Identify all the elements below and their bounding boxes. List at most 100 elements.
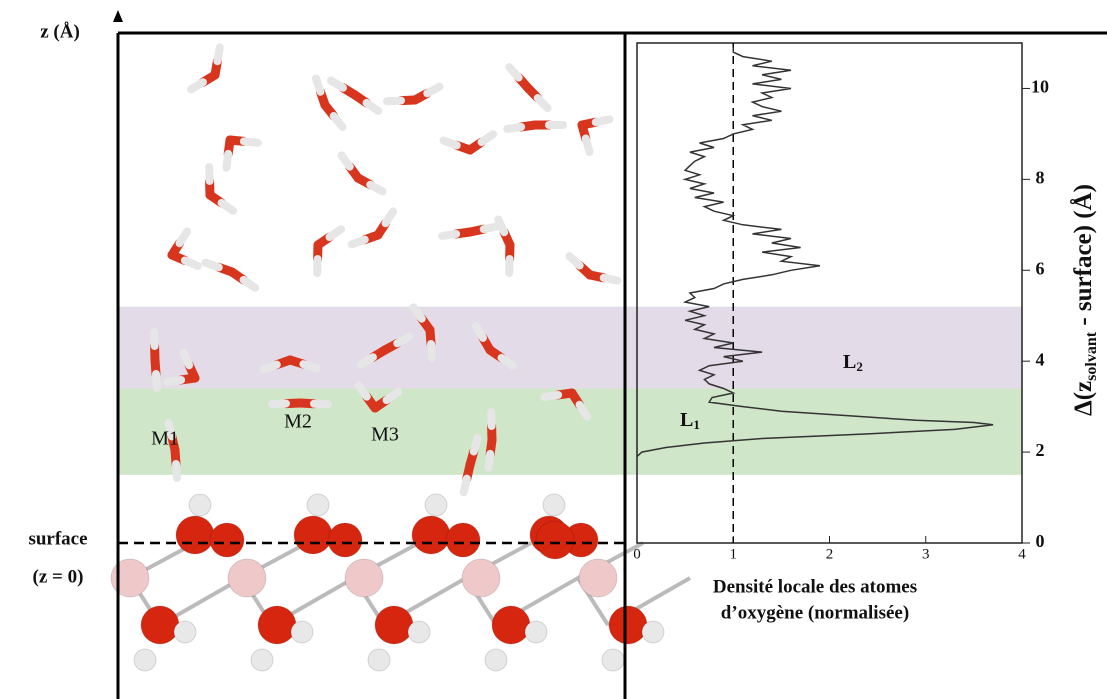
- water-molecule: [459, 434, 482, 497]
- band: [118, 388, 1022, 475]
- water-molecule: [327, 76, 383, 115]
- water-molecule: [337, 151, 387, 196]
- bond: [381, 207, 398, 228]
- water-molecule: [259, 355, 321, 374]
- y-tick-label: 6: [1036, 258, 1045, 278]
- bond: [575, 400, 592, 421]
- oxygen: [374, 605, 414, 645]
- y-axis-label-main: Δ(z: [1070, 381, 1097, 416]
- hydrogen: [173, 620, 197, 644]
- oxygen: [491, 605, 531, 645]
- hydrogen: [133, 648, 157, 672]
- oxygen: [327, 522, 363, 558]
- bands: [118, 306, 1022, 475]
- bond: [439, 136, 461, 150]
- bond: [409, 303, 426, 323]
- oxygen: [293, 515, 333, 555]
- oxygen: [535, 520, 575, 560]
- bond: [180, 256, 202, 270]
- bond: [591, 115, 614, 127]
- bond: [217, 198, 238, 215]
- x-tick-label: 4: [1018, 546, 1026, 562]
- bond: [151, 369, 161, 392]
- bond: [259, 360, 281, 374]
- bond: [311, 74, 325, 96]
- water-molecule: [167, 227, 202, 270]
- bond: [354, 381, 371, 401]
- band-label-sub: 2: [856, 359, 863, 374]
- bond: [163, 375, 186, 386]
- bond: [494, 215, 509, 237]
- water-molecule: [494, 215, 515, 277]
- y-axis-label-sub: solvant: [1083, 331, 1100, 381]
- bond: [164, 418, 176, 441]
- hydrogen: [424, 493, 448, 517]
- bond: [239, 137, 262, 147]
- bond: [171, 459, 181, 482]
- surface-label: (z = 0): [33, 566, 84, 587]
- aluminium: [110, 558, 150, 598]
- z-axis-label: z (Å): [40, 21, 80, 42]
- bond: [469, 434, 482, 456]
- bond: [599, 273, 622, 285]
- bond: [438, 229, 461, 240]
- bond: [497, 353, 518, 370]
- y-tick-label: 2: [1036, 440, 1045, 460]
- bond: [213, 43, 224, 66]
- x-axis-label: d’oxygène (normalisée): [721, 602, 909, 623]
- bond: [533, 94, 552, 113]
- bond: [459, 474, 471, 497]
- band: [118, 306, 1022, 389]
- bond: [471, 321, 487, 342]
- bond: [505, 63, 523, 82]
- molecule-label: M2: [284, 411, 312, 433]
- hydrogen: [484, 648, 508, 672]
- x-tick-label: 0: [633, 546, 641, 562]
- water-molecule: [438, 222, 502, 240]
- water-molecule: [311, 74, 347, 131]
- bond: [299, 360, 321, 373]
- water-molecule: [439, 130, 498, 155]
- x-axis-label: Densité locale des atomes: [713, 576, 917, 597]
- water-molecule: [484, 408, 497, 472]
- oxygen: [445, 522, 481, 558]
- bond: [426, 339, 436, 362]
- oxygen: [608, 605, 648, 645]
- bond: [175, 227, 192, 248]
- band-label-sub: 1: [693, 417, 700, 432]
- water-molecule: [164, 418, 181, 482]
- bond: [581, 134, 594, 156]
- bond: [187, 78, 208, 94]
- bond: [309, 399, 332, 409]
- hydrogen: [641, 620, 665, 644]
- bond: [268, 399, 291, 409]
- band-label-main: L: [680, 409, 693, 431]
- surface-label: surface: [28, 528, 87, 549]
- water-molecule: [187, 43, 224, 94]
- hydrogen: [306, 493, 330, 517]
- y-axis-label: Δ(zsolvant - surface) (Å): [1069, 184, 1100, 416]
- hydrogen: [542, 493, 566, 517]
- water-molecule: [201, 258, 260, 292]
- x-tick-label: 1: [730, 546, 738, 562]
- water-molecule: [357, 332, 414, 369]
- water-molecule: [163, 348, 200, 386]
- water-molecule: [313, 225, 346, 277]
- y-tick-label: 0: [1036, 531, 1045, 551]
- bond: [327, 76, 348, 92]
- bond: [484, 449, 495, 472]
- bond: [565, 252, 584, 270]
- water-molecule: [577, 115, 614, 156]
- y-tick-label: 4: [1036, 349, 1045, 369]
- bond: [477, 130, 498, 147]
- bond: [393, 332, 414, 348]
- water-molecule: [222, 135, 262, 172]
- y-tick-label: 8: [1036, 167, 1045, 187]
- band-label-main: L: [843, 351, 856, 373]
- water-molecule: [505, 63, 552, 113]
- bond: [383, 96, 406, 106]
- oxygen: [140, 605, 180, 645]
- water-molecule: [565, 252, 622, 285]
